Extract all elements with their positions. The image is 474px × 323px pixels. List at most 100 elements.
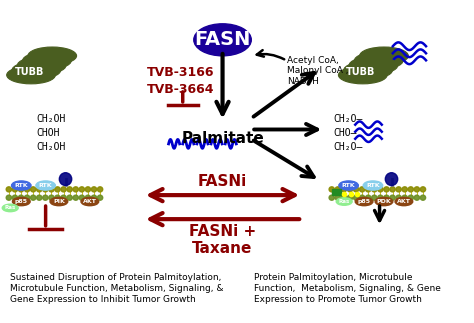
Text: FASNi +
Taxane: FASNi + Taxane <box>189 224 256 256</box>
Ellipse shape <box>372 187 377 192</box>
Text: TVB-3166
TVB-3664: TVB-3166 TVB-3664 <box>147 67 215 97</box>
Text: RTK: RTK <box>15 183 28 188</box>
Ellipse shape <box>354 187 359 192</box>
Ellipse shape <box>194 24 251 56</box>
Ellipse shape <box>336 198 352 205</box>
Ellipse shape <box>61 195 66 200</box>
Ellipse shape <box>49 187 54 192</box>
Ellipse shape <box>385 173 398 185</box>
Text: Ras: Ras <box>338 199 350 204</box>
Ellipse shape <box>79 195 84 200</box>
FancyBboxPatch shape <box>332 189 341 195</box>
Ellipse shape <box>347 195 353 200</box>
Ellipse shape <box>12 61 61 79</box>
Text: AKT: AKT <box>397 199 411 204</box>
Text: PDK: PDK <box>377 199 392 204</box>
Ellipse shape <box>384 195 389 200</box>
Text: Palmitate: Palmitate <box>181 131 264 146</box>
Ellipse shape <box>365 195 371 200</box>
Ellipse shape <box>6 195 11 200</box>
Text: CH₂O―
CHO―
CH₂O―: CH₂O― CHO― CH₂O― <box>333 114 363 152</box>
Ellipse shape <box>335 187 340 192</box>
Ellipse shape <box>360 47 408 65</box>
Text: FASN: FASN <box>194 30 251 49</box>
Ellipse shape <box>372 195 377 200</box>
Text: p85: p85 <box>357 199 371 204</box>
Ellipse shape <box>359 187 365 192</box>
Ellipse shape <box>363 181 383 190</box>
Ellipse shape <box>329 195 334 200</box>
Ellipse shape <box>396 187 401 192</box>
Ellipse shape <box>50 197 68 206</box>
Ellipse shape <box>85 195 91 200</box>
Ellipse shape <box>349 57 398 74</box>
Ellipse shape <box>378 187 383 192</box>
Ellipse shape <box>25 187 30 192</box>
Text: Acetyl CoA,
Malonyl CoA ,
NADPH: Acetyl CoA, Malonyl CoA , NADPH <box>287 56 348 86</box>
Ellipse shape <box>67 195 73 200</box>
Ellipse shape <box>344 61 392 79</box>
Ellipse shape <box>390 195 395 200</box>
Ellipse shape <box>12 187 18 192</box>
Ellipse shape <box>55 187 60 192</box>
Ellipse shape <box>341 195 346 200</box>
Ellipse shape <box>408 195 413 200</box>
Ellipse shape <box>390 187 395 192</box>
Ellipse shape <box>36 187 42 192</box>
Ellipse shape <box>2 204 18 212</box>
Ellipse shape <box>61 187 66 192</box>
Ellipse shape <box>402 187 407 192</box>
Ellipse shape <box>354 195 359 200</box>
Text: Ras: Ras <box>5 205 16 210</box>
Ellipse shape <box>355 197 373 206</box>
Ellipse shape <box>91 195 97 200</box>
Ellipse shape <box>98 195 103 200</box>
Ellipse shape <box>378 195 383 200</box>
Text: RTK: RTK <box>342 183 356 188</box>
Ellipse shape <box>28 47 77 65</box>
Ellipse shape <box>375 197 393 206</box>
Text: AKT: AKT <box>83 199 97 204</box>
Ellipse shape <box>81 197 99 206</box>
Ellipse shape <box>43 195 48 200</box>
Ellipse shape <box>98 187 103 192</box>
Text: RTK: RTK <box>39 183 53 188</box>
Ellipse shape <box>73 195 78 200</box>
Ellipse shape <box>12 197 30 206</box>
Ellipse shape <box>7 66 55 84</box>
Ellipse shape <box>67 187 73 192</box>
Ellipse shape <box>36 181 55 190</box>
Ellipse shape <box>18 195 24 200</box>
Ellipse shape <box>91 187 97 192</box>
Text: TUBB: TUBB <box>346 68 376 78</box>
Ellipse shape <box>329 187 334 192</box>
Ellipse shape <box>402 195 407 200</box>
Ellipse shape <box>347 187 353 192</box>
Text: RTK: RTK <box>366 183 380 188</box>
Ellipse shape <box>396 195 401 200</box>
Text: PIK: PIK <box>53 199 65 204</box>
Ellipse shape <box>55 195 60 200</box>
Ellipse shape <box>408 187 413 192</box>
Ellipse shape <box>384 187 389 192</box>
Ellipse shape <box>339 181 358 190</box>
Ellipse shape <box>79 187 84 192</box>
Text: p85: p85 <box>15 199 28 204</box>
Ellipse shape <box>365 187 371 192</box>
Ellipse shape <box>420 187 426 192</box>
Ellipse shape <box>23 52 71 69</box>
Ellipse shape <box>85 187 91 192</box>
Ellipse shape <box>6 187 11 192</box>
Ellipse shape <box>73 187 78 192</box>
Ellipse shape <box>420 195 426 200</box>
Ellipse shape <box>359 195 365 200</box>
Ellipse shape <box>18 57 66 74</box>
Text: Protein Palmitoylation, Microtubule
Function,  Metabolism, Signaling, & Gene
Exp: Protein Palmitoylation, Microtubule Func… <box>254 273 440 304</box>
Ellipse shape <box>414 187 419 192</box>
Ellipse shape <box>341 187 346 192</box>
Ellipse shape <box>355 52 403 69</box>
Ellipse shape <box>30 195 36 200</box>
Ellipse shape <box>414 195 419 200</box>
Ellipse shape <box>335 195 340 200</box>
Ellipse shape <box>43 187 48 192</box>
